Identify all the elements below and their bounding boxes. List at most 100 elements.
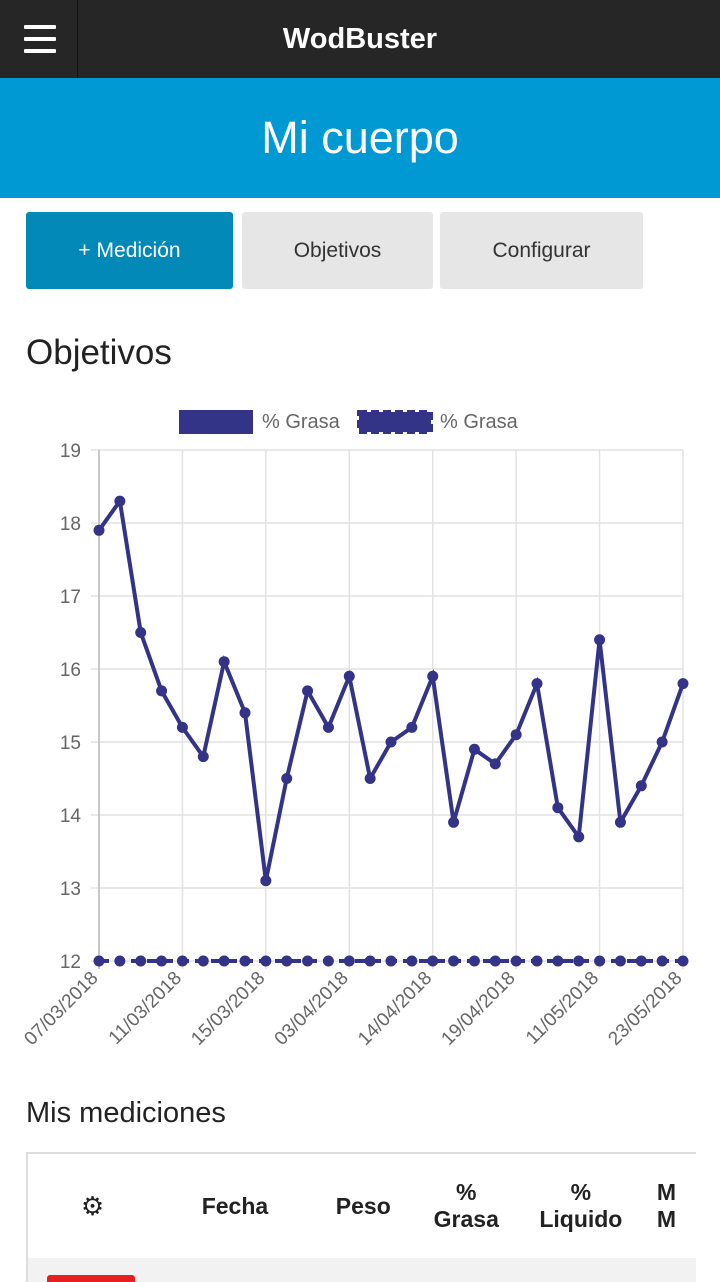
table-cell <box>413 1258 519 1282</box>
data-point <box>594 955 606 967</box>
data-point <box>677 678 689 690</box>
data-point <box>531 678 543 690</box>
data-point <box>427 670 439 682</box>
chart-svg: 12 13 14 15 16 17 18 19 07/03/2018 11/03/2018 15/0… <box>20 410 689 1050</box>
table-cell <box>157 1258 313 1282</box>
data-point <box>239 955 251 967</box>
data-point <box>281 955 293 967</box>
data-point <box>594 634 606 646</box>
data-point <box>614 816 626 828</box>
y-tick-label: 15 <box>60 733 81 754</box>
data-point <box>510 729 522 741</box>
table-header-grasa[interactable]: % Grasa <box>433 1179 499 1232</box>
legend-swatch-dashed <box>357 410 433 434</box>
y-tick-label: 12 <box>60 952 81 973</box>
data-point <box>302 685 314 697</box>
data-point <box>176 955 188 967</box>
data-point <box>635 780 647 792</box>
data-point <box>176 721 188 733</box>
data-point <box>281 773 293 784</box>
data-point <box>552 802 564 814</box>
y-tick-label: 14 <box>60 806 82 827</box>
x-tick-label: 14/04/2018 <box>354 968 436 1050</box>
goals-section-title: Objetivos <box>26 333 172 372</box>
menu-button[interactable] <box>0 0 78 78</box>
y-tick-label: 18 <box>60 514 81 535</box>
data-point <box>489 758 501 770</box>
data-point <box>656 955 668 967</box>
series-line <box>97 495 685 882</box>
settings-button[interactable]: Configurar <box>440 212 643 289</box>
y-tick-label: 16 <box>60 660 81 681</box>
table-header-fecha[interactable]: Fecha <box>201 1192 269 1219</box>
data-point <box>114 955 126 967</box>
table-cell <box>312 1258 414 1282</box>
data-point <box>468 743 480 755</box>
table-cell <box>518 1258 643 1282</box>
data-point <box>218 656 230 668</box>
goals-button[interactable]: Objetivos <box>242 212 433 289</box>
data-point <box>385 955 397 967</box>
data-point <box>135 955 147 967</box>
data-point <box>364 955 376 967</box>
data-point <box>406 721 418 733</box>
data-point <box>552 955 564 967</box>
delete-button[interactable] <box>47 1275 135 1282</box>
app-title[interactable]: WodBuster <box>282 23 438 55</box>
page-title: Mi cuerpo <box>261 112 459 163</box>
table-header-actions: ⚙ <box>28 1154 157 1258</box>
data-point <box>448 816 460 828</box>
data-point <box>343 955 355 967</box>
x-tick-label: 19/04/2018 <box>438 968 520 1050</box>
add-measurement-button[interactable]: + Medición <box>26 212 233 289</box>
data-point <box>260 955 272 967</box>
data-point <box>364 773 376 784</box>
data-point <box>635 955 647 967</box>
data-point <box>573 831 585 843</box>
data-point <box>197 751 209 763</box>
data-point <box>343 670 355 682</box>
data-point <box>93 955 105 967</box>
x-tick-label: 23/05/2018 <box>604 968 686 1050</box>
data-point <box>218 955 230 967</box>
legend-label: % Grasa <box>440 411 519 433</box>
data-point <box>114 495 126 507</box>
table-header-peso[interactable]: Peso <box>335 1192 391 1219</box>
data-point <box>677 955 689 967</box>
data-point <box>322 955 334 967</box>
data-point <box>156 685 168 697</box>
y-tick-label: 19 <box>60 441 81 462</box>
data-point <box>197 955 209 967</box>
data-point <box>156 955 168 967</box>
data-point <box>239 707 251 719</box>
measures-section-title: Mis mediciones <box>26 1097 226 1129</box>
table-header-liquido[interactable]: % Liquido <box>539 1179 623 1232</box>
table-cell-actions <box>28 1258 158 1282</box>
y-tick-label: 17 <box>60 587 81 608</box>
data-point <box>322 721 334 733</box>
y-tick-label: 13 <box>60 879 81 900</box>
page-banner: Mi cuerpo <box>0 78 720 198</box>
x-tick-label: 07/03/2018 <box>20 968 102 1050</box>
data-point <box>93 524 105 536</box>
legend-label: % Grasa <box>262 411 341 433</box>
data-point <box>531 955 543 967</box>
gear-icon[interactable]: ⚙ <box>80 1190 105 1221</box>
x-tick-label: 03/04/2018 <box>271 968 353 1050</box>
data-point <box>573 955 585 967</box>
data-point <box>385 736 397 748</box>
data-point <box>510 955 522 967</box>
data-point <box>614 955 626 967</box>
table-row <box>28 1258 696 1282</box>
data-point <box>260 875 272 887</box>
table-cell <box>642 1258 696 1282</box>
data-point <box>489 955 501 967</box>
top-navbar: WodBuster <box>0 0 720 78</box>
legend-swatch-solid <box>179 410 253 434</box>
data-point <box>448 955 460 967</box>
body-fat-chart: 12 13 14 15 16 17 18 19 07/03/2018 11/03/2018 15/0… <box>0 395 720 1075</box>
x-tick-label: 15/03/2018 <box>187 968 269 1050</box>
